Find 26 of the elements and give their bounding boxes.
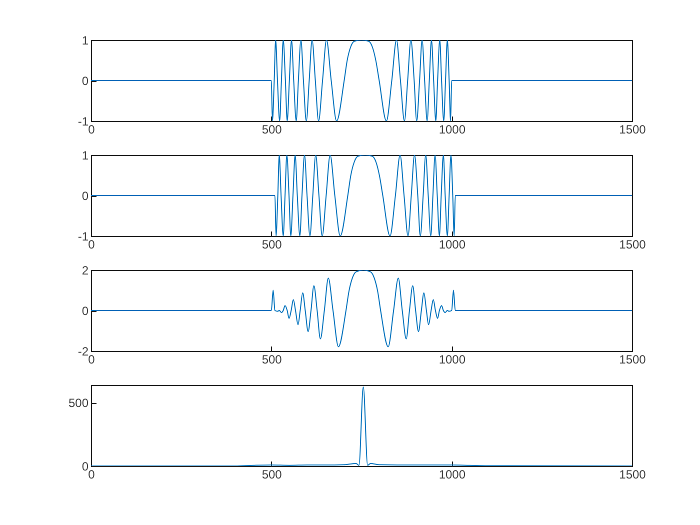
line-series — [91, 270, 632, 348]
line-series — [91, 40, 632, 121]
x-tick-label: 1500 — [619, 122, 646, 136]
y-tick-label: 1 — [82, 148, 89, 162]
y-tick-label: 2 — [82, 264, 89, 278]
x-tick-label: 500 — [262, 352, 282, 366]
y-tick-label: 1 — [82, 34, 89, 48]
y-tick-label: -2 — [78, 344, 89, 358]
y-tick-label: -1 — [78, 114, 89, 128]
x-tick-label: 1000 — [438, 468, 466, 482]
y-tick-label: -1 — [78, 230, 89, 244]
x-tick-label: 1000 — [438, 122, 466, 136]
y-tick-label: 0 — [82, 74, 89, 88]
x-tick-label: 1500 — [619, 238, 646, 252]
x-tick-label: 1000 — [438, 352, 466, 366]
line-series — [91, 155, 632, 236]
x-tick-label: 500 — [262, 122, 282, 136]
x-tick-label: 500 — [262, 238, 282, 252]
y-tick-label: 0 — [82, 304, 89, 318]
x-tick-label: 1500 — [619, 468, 646, 482]
line-series — [91, 386, 632, 466]
x-tick-label: 1000 — [438, 238, 466, 252]
x-tick-label: 1500 — [619, 352, 646, 366]
y-tick-label: 500 — [68, 396, 89, 410]
y-tick-label: 0 — [82, 189, 89, 203]
x-tick-label: 500 — [262, 468, 282, 482]
